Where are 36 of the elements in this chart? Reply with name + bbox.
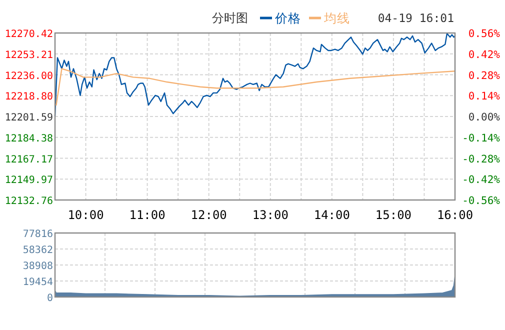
y-tick-label: 12270.42 xyxy=(4,29,53,40)
y2-tick-label: -0.42% xyxy=(462,174,501,186)
y2-tick-label: 0.56% xyxy=(468,28,501,40)
line-series xyxy=(56,68,456,106)
y2-tick-label: -0.56% xyxy=(462,195,501,207)
y-tick-label: 77816 xyxy=(22,229,53,240)
y-tick-label: 12184.38 xyxy=(4,133,53,144)
y-tick-label: 12167.17 xyxy=(4,154,53,166)
x-tick-label: 16:00 xyxy=(436,208,474,222)
y2-tick-label: 0.14% xyxy=(468,90,501,103)
x-tick-label: 11:00 xyxy=(129,208,166,222)
legend-label: 价格 xyxy=(274,10,301,26)
y-tick-label: 12218.80 xyxy=(4,92,53,103)
text: 04-19 16:01 xyxy=(378,11,454,25)
x-tick-label: 12:00 xyxy=(190,208,227,222)
y-tick-label: 12201.59 xyxy=(4,112,53,124)
y-tick-label: 38908 xyxy=(22,261,53,272)
y-tick-label: 12253.21 xyxy=(4,50,53,61)
y-tick-label: 0 xyxy=(46,293,53,304)
chart-title: 分时图 xyxy=(212,11,248,25)
y-tick-label: 58362 xyxy=(22,245,53,256)
y2-tick-label: -0.14% xyxy=(462,132,501,144)
y-tick-label: 12236.00 xyxy=(4,70,53,82)
y2-tick-label: 0.00% xyxy=(468,112,501,124)
y-tick-label: 19454 xyxy=(22,277,53,288)
x-tick-label: 14:00 xyxy=(314,208,350,222)
y2-tick-label: -0.28% xyxy=(462,153,501,166)
legend-label: 均线 xyxy=(323,10,350,26)
y-tick-label: 12149.97 xyxy=(4,175,53,186)
y2-tick-label: 0.42% xyxy=(468,48,501,61)
x-tick-label: 13:00 xyxy=(252,208,288,222)
line-series xyxy=(54,32,456,117)
y-tick-label: 12132.76 xyxy=(4,196,53,207)
y2-tick-label: 0.28% xyxy=(468,70,501,82)
x-tick-label: 10:00 xyxy=(68,208,104,222)
x-tick-label: 15:00 xyxy=(375,208,412,222)
